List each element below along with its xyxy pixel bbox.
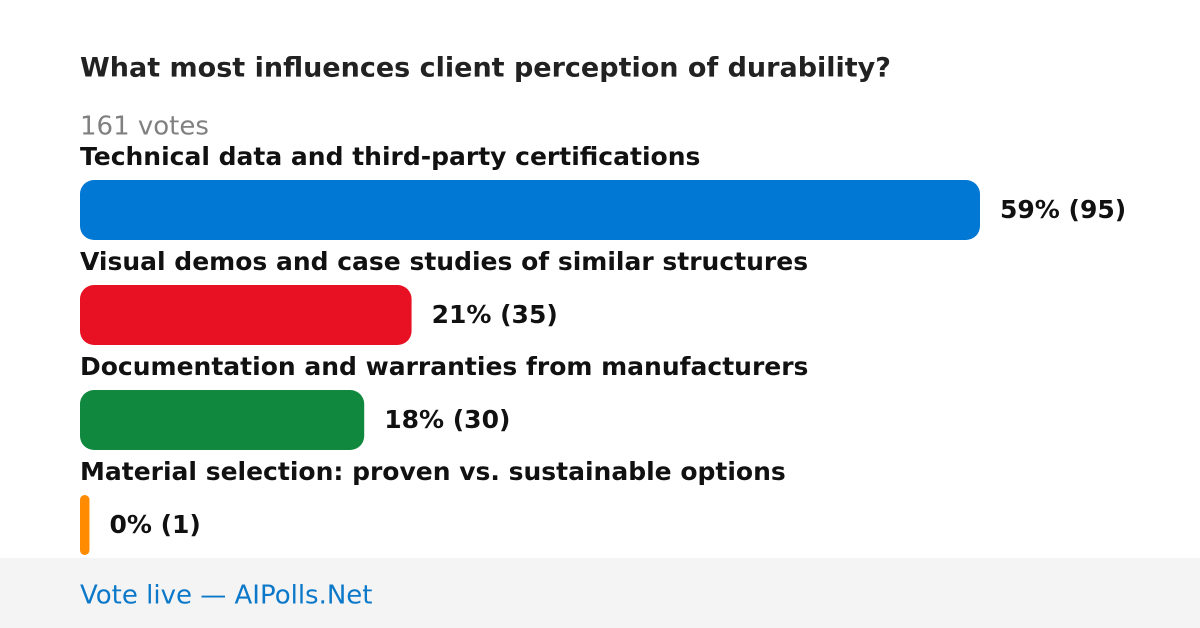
option-label: Visual demos and case studies of similar… — [80, 247, 808, 276]
option-label: Material selection: proven vs. sustainab… — [80, 457, 786, 486]
value-label: 21% (35) — [432, 300, 558, 329]
bar — [80, 390, 365, 450]
option-label: Technical data and third-party certifica… — [80, 142, 700, 171]
bar — [80, 495, 90, 555]
footer-link[interactable]: Vote live — AIPolls.Net — [80, 581, 373, 611]
value-label: 18% (30) — [384, 405, 510, 434]
bar — [80, 285, 412, 345]
value-label: 0% (1) — [109, 510, 200, 539]
option-label: Documentation and warranties from manufa… — [80, 352, 808, 381]
footer-band — [0, 558, 1200, 628]
vote-count: 161 votes — [80, 112, 209, 142]
bar — [80, 180, 980, 240]
value-label: 59% (95) — [1000, 195, 1126, 224]
poll-title: What most influences client perception o… — [80, 53, 891, 84]
